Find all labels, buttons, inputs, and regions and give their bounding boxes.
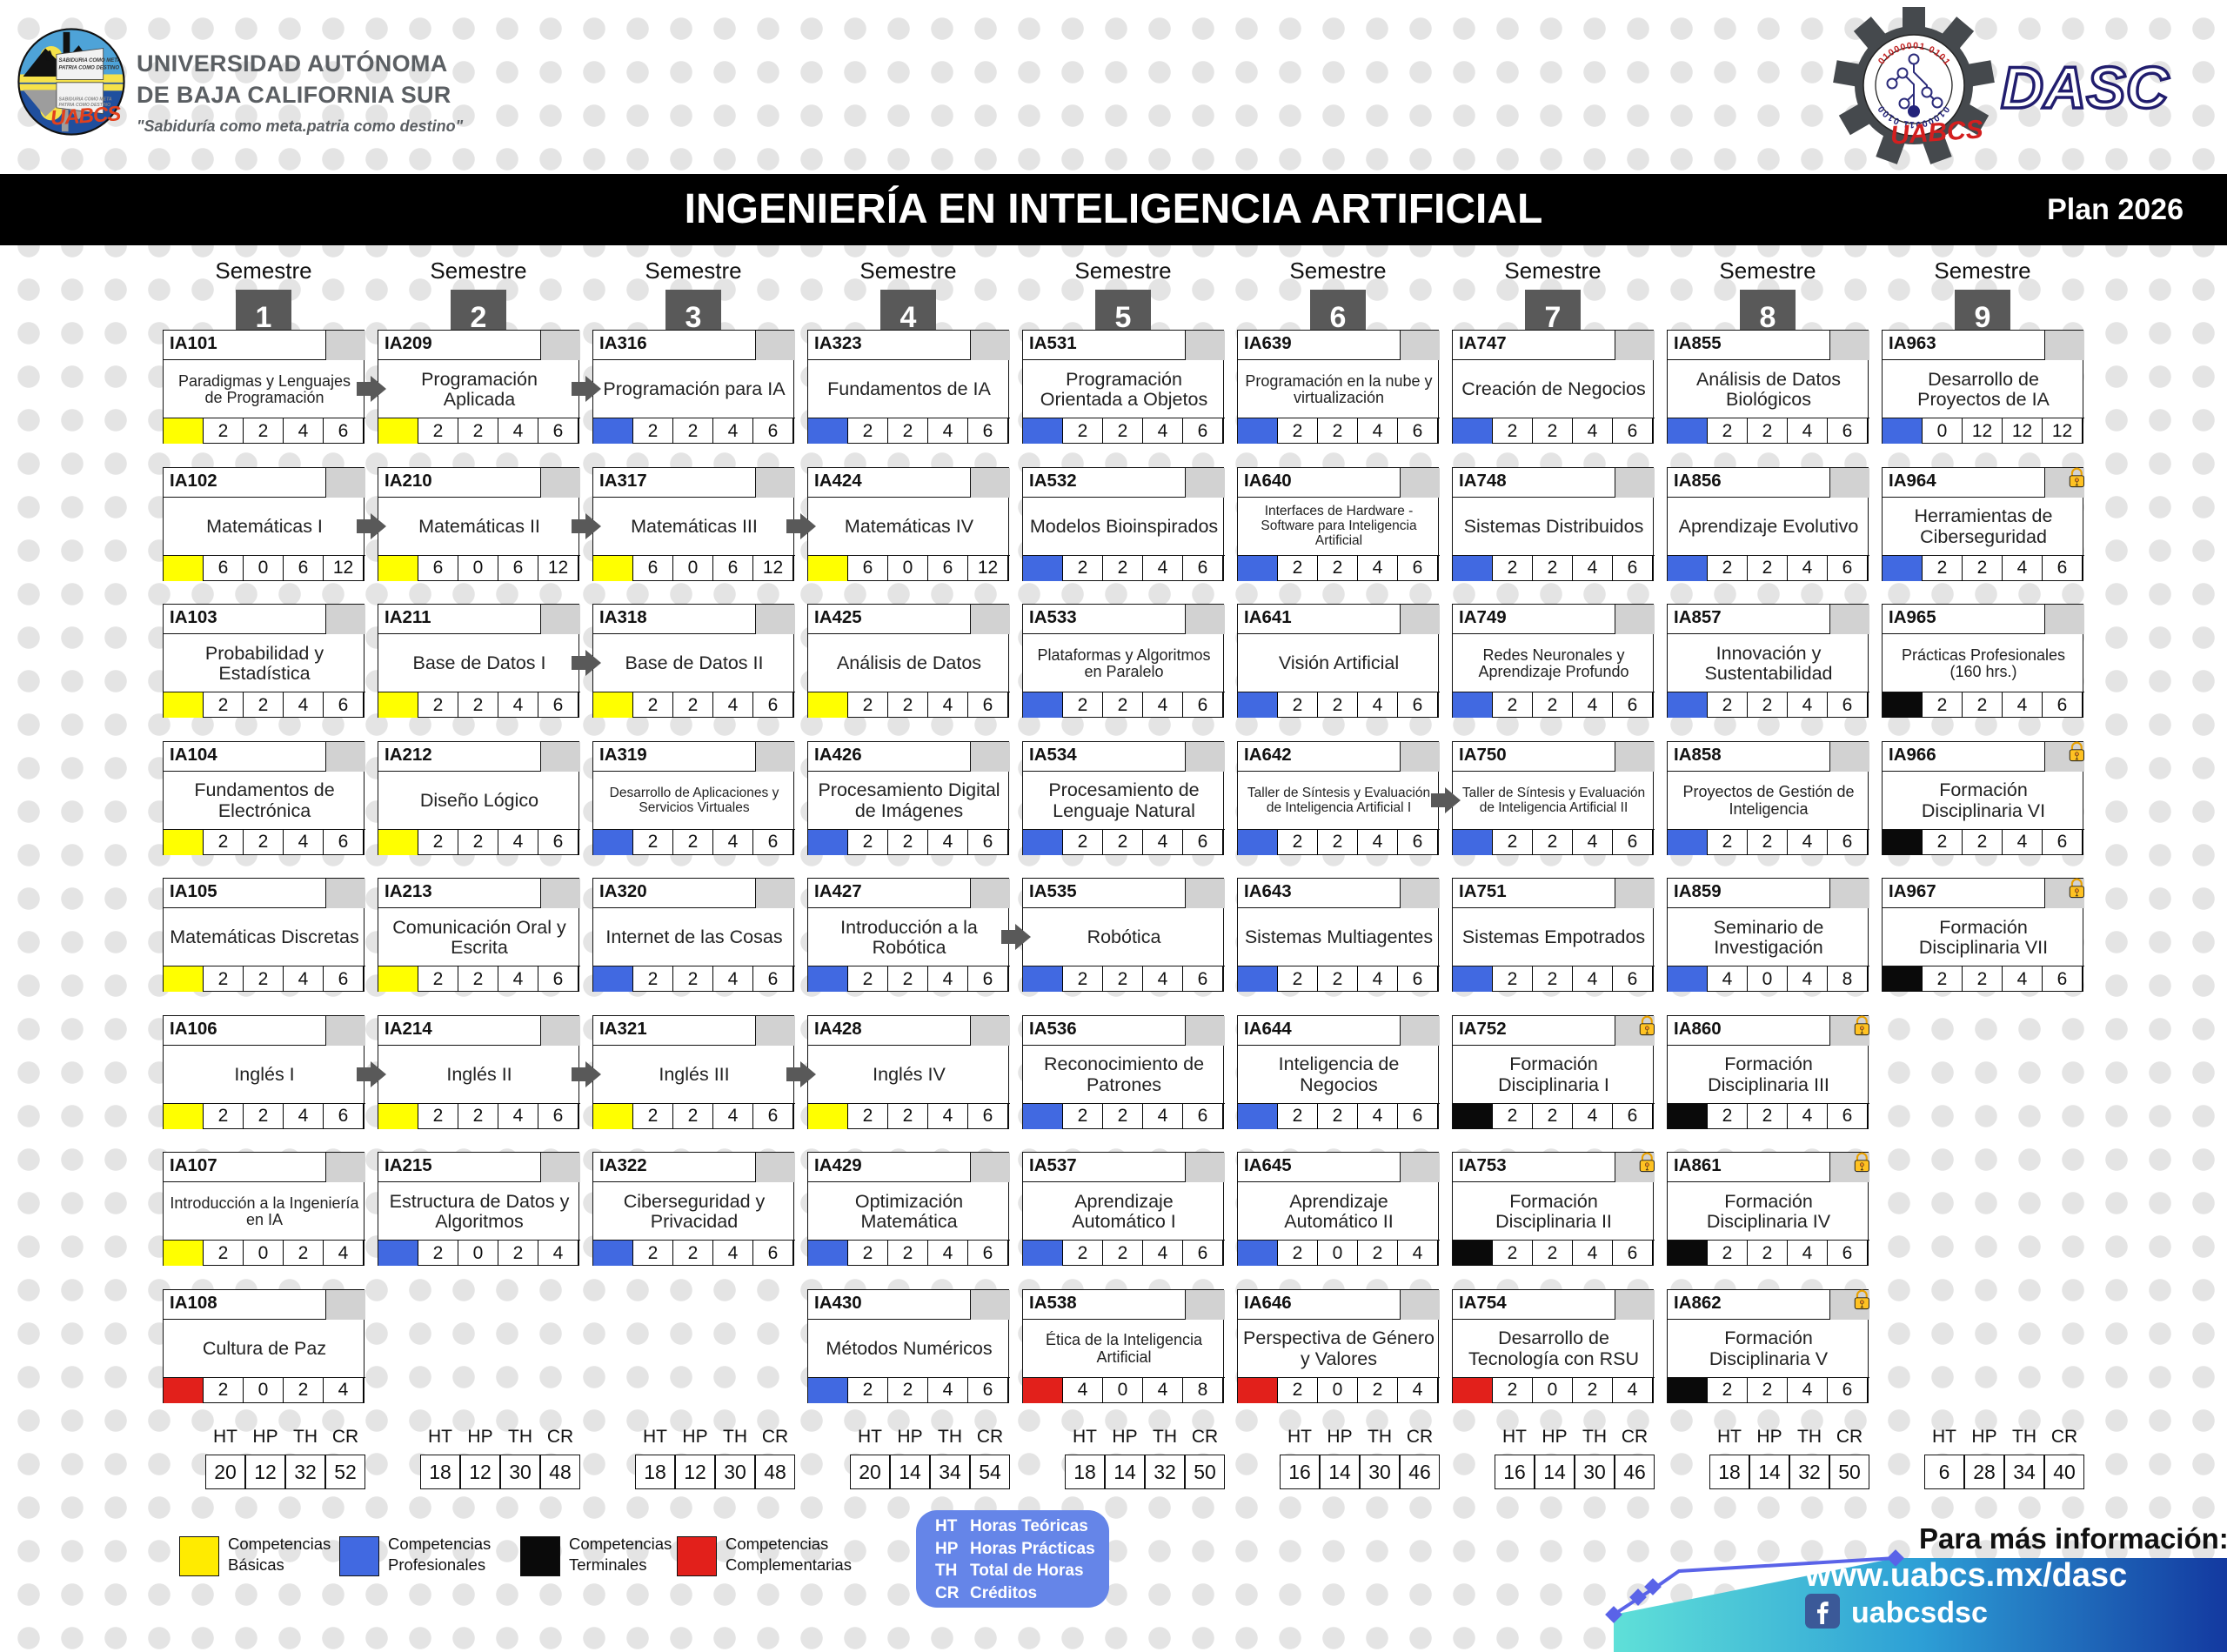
svg-text:PATRIA COMO DESTINO: PATRIA COMO DESTINO: [58, 65, 119, 70]
svg-text:SABIDURIA COMO META: SABIDURIA COMO META: [58, 58, 120, 64]
svg-text:SABIDURIA COMO META: SABIDURIA COMO META: [58, 97, 111, 102]
